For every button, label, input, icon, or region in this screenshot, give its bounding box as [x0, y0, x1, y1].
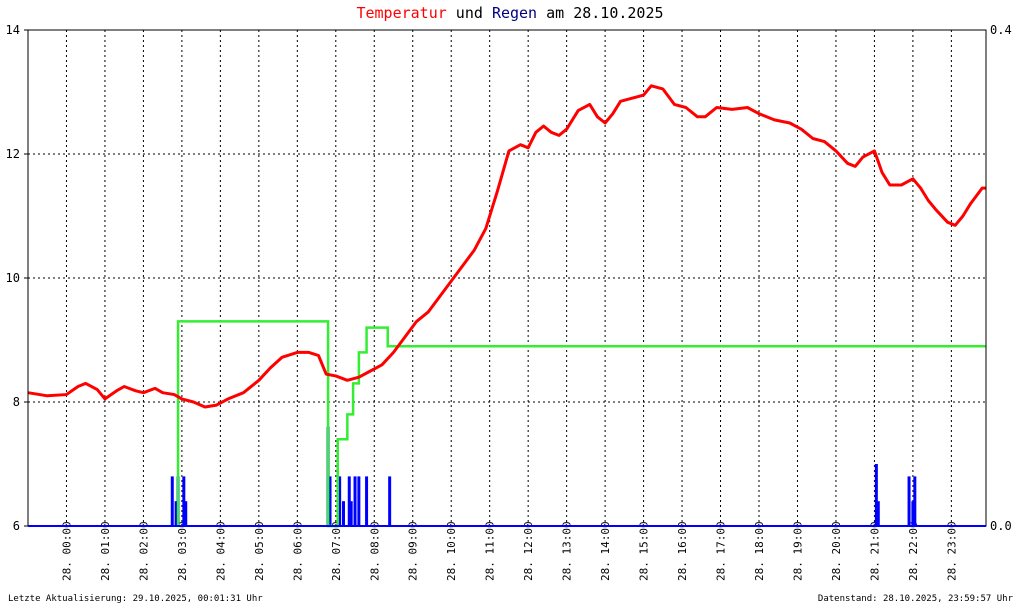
temperature-line: [27, 84, 986, 409]
title-date: am 28.10.2025: [537, 4, 663, 22]
x-tick-label: 28. 21:00: [868, 521, 881, 581]
x-tick-label: 28. 00:00: [60, 521, 73, 581]
rain-bar: [365, 476, 369, 526]
y-left-tick-label: 14: [6, 23, 20, 37]
rain-bar: [874, 464, 878, 526]
rain-bar: [913, 476, 917, 526]
rain-bar: [349, 501, 353, 526]
title-regen: Regen: [492, 4, 537, 22]
x-tick-label: 28. 02:00: [137, 521, 150, 581]
x-tick-label: 28. 04:00: [214, 521, 227, 581]
footer-right: Datenstand: 28.10.2025, 23:59:57 Uhr: [818, 594, 1014, 604]
rain-bar: [876, 501, 880, 526]
rain-bar: [347, 476, 351, 526]
title-temperature: Temperatur: [356, 4, 446, 22]
x-tick-label: 28. 03:00: [176, 521, 189, 581]
x-tick-label: 28. 23:00: [945, 521, 958, 581]
footer-left: Letzte Aktualisierung: 29.10.2025, 00:01…: [8, 594, 263, 604]
x-tick-label: 28. 12:00: [522, 521, 535, 581]
rain-bar: [907, 476, 911, 526]
rain-cumulative-line: [176, 320, 986, 528]
x-tick-label: 28. 17:00: [715, 521, 728, 581]
x-tick-label: 28. 19:00: [791, 521, 804, 581]
x-tick-label: 28. 18:00: [753, 521, 766, 581]
x-tick-label: 28. 14:00: [599, 521, 612, 581]
x-tick-label: 28. 05:00: [253, 521, 266, 581]
rain-bar: [170, 476, 174, 526]
x-tick-label: 28. 11:00: [484, 521, 497, 581]
x-tick-label: 28. 10:00: [445, 521, 458, 581]
x-tick-label: 28. 07:00: [330, 521, 343, 581]
y-left-tick-label: 10: [6, 271, 20, 285]
plot-layer: 28. 00:00 28. 01:00 28. 02:00 28. 03:00 28. …: [6, 23, 1012, 581]
x-tick-label: 28. 15:00: [638, 521, 651, 581]
rain-bar: [184, 501, 188, 526]
y-left-tick-label: 6: [13, 519, 20, 533]
rain-bar: [174, 501, 178, 526]
x-tick-label: 28. 09:00: [407, 521, 420, 581]
y-left-tick-label: 12: [6, 147, 20, 161]
x-tick-label: 28. 16:00: [676, 521, 689, 581]
x-tick-label: 28. 08:00: [368, 521, 381, 581]
title-und: und: [447, 4, 492, 22]
rain-bar: [357, 476, 361, 526]
rain-bar: [911, 501, 915, 526]
chart-title: Temperatur und Regen am 28.10.2025: [356, 4, 663, 22]
rain-bar: [341, 501, 345, 526]
rain-bar: [353, 476, 357, 526]
rain-bar: [388, 476, 392, 526]
x-tick-label: 28. 13:00: [561, 521, 574, 581]
x-tick-label: 28. 06:00: [291, 521, 304, 581]
y-right-tick-label: 0.4: [990, 23, 1012, 37]
rain-bar: [338, 476, 342, 526]
x-tick-label: 28. 01:00: [99, 521, 112, 581]
x-tick-label: 28. 22:00: [907, 521, 920, 581]
plot-frame: [27, 29, 987, 527]
rain-bar: [328, 476, 332, 526]
x-tick-label: 28. 20:00: [830, 521, 843, 581]
rain-bar: [182, 476, 186, 526]
y-right-tick-label: 0.0: [990, 519, 1012, 533]
y-left-tick-label: 8: [13, 395, 20, 409]
